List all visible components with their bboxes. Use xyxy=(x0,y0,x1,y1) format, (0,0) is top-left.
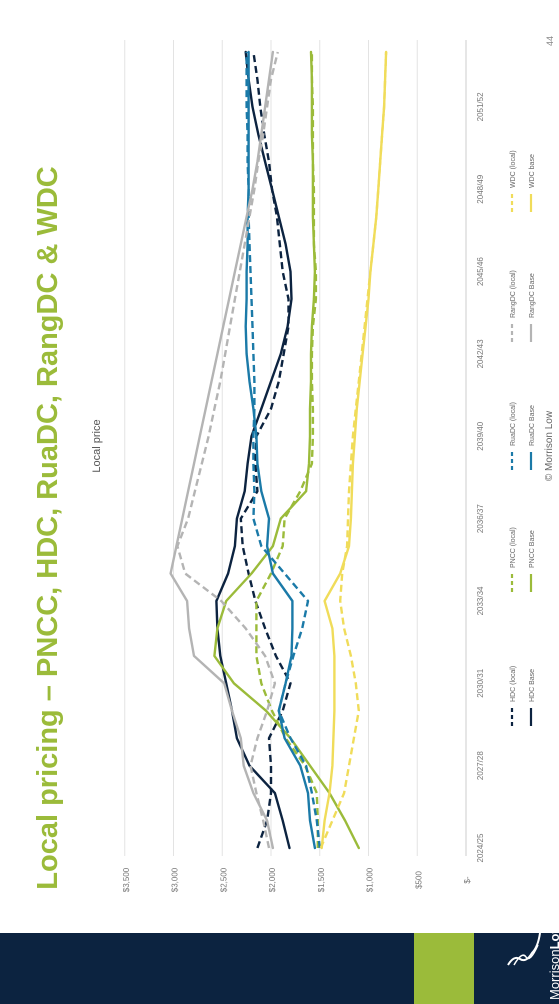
x-tick-label: 2036/37 xyxy=(476,504,485,533)
y-tick-label: $1,500 xyxy=(317,867,326,892)
series-line xyxy=(320,50,388,850)
x-tick-label: 2027/28 xyxy=(476,751,485,780)
series-line xyxy=(255,52,319,848)
logo-text-part2: Low xyxy=(547,923,559,950)
legend-item: HDC (local) xyxy=(510,666,517,726)
legend-label: PNCC Base xyxy=(529,530,536,568)
legend-item: RuaDC (local) xyxy=(510,402,517,470)
legend-item: RuaDC Base xyxy=(529,405,536,470)
x-tick-label: 2042/43 xyxy=(476,339,485,368)
legend-label: RangDC Base xyxy=(529,273,536,318)
series-line xyxy=(176,51,279,849)
x-tick-label: 2048/49 xyxy=(476,174,485,203)
x-tick-label: 2030/31 xyxy=(476,668,485,697)
x-tick-label: 2024/25 xyxy=(476,833,485,862)
legend-item: HDC Base xyxy=(529,669,536,726)
x-tick-label: 2045/46 xyxy=(476,257,485,286)
series-line xyxy=(215,50,293,850)
y-tick-label: $3,500 xyxy=(122,867,131,892)
legend-label: RuaDC (local) xyxy=(510,402,517,446)
y-tick-label: $2,000 xyxy=(268,867,277,892)
legend-label: HDC (local) xyxy=(510,666,517,702)
logo-text-part1: Morrison xyxy=(547,949,559,1000)
chart-title: Local price xyxy=(91,419,103,472)
x-tick-label: 2051/52 xyxy=(476,92,485,121)
y-tick-label: $3,000 xyxy=(171,867,180,892)
legend-label: WDC base xyxy=(529,154,536,188)
y-tick-label: $- xyxy=(463,876,472,883)
legend-label: RuaDC Base xyxy=(529,405,536,446)
slide-title: Local pricing – PNCC, HDC, RuaDC, RangDC… xyxy=(32,166,64,889)
footer-band xyxy=(0,933,559,1004)
legend-item: PNCC Base xyxy=(529,530,536,592)
series-line xyxy=(169,50,275,850)
x-tick-label: 2033/34 xyxy=(476,586,485,615)
y-tick-label: $500 xyxy=(414,871,423,889)
legend-item: WDC base xyxy=(529,154,536,212)
y-tick-label: $2,500 xyxy=(219,867,228,892)
legend-label: PNCC (local) xyxy=(510,527,517,568)
logo-text: MorrisonLow xyxy=(547,923,559,1000)
legend-label: WDC (local) xyxy=(510,150,517,188)
page-number: 44 xyxy=(545,36,555,46)
legend-item: WDC (local) xyxy=(510,150,517,212)
copyright: © Morrison Low xyxy=(544,410,555,481)
logo-icon xyxy=(507,932,541,966)
series-line xyxy=(213,50,360,850)
legend-item: PNCC (local) xyxy=(510,527,517,592)
series-line xyxy=(244,50,317,850)
y-tick-label: $1,000 xyxy=(366,867,375,892)
x-tick-label: 2039/40 xyxy=(476,421,485,450)
legend-label: HDC Base xyxy=(529,669,536,702)
legend-label: RangDC (local) xyxy=(510,270,517,318)
footer-accent xyxy=(414,933,474,1004)
legend-item: RangDC (local) xyxy=(510,270,517,342)
legend-item: RangDC Base xyxy=(529,273,536,342)
